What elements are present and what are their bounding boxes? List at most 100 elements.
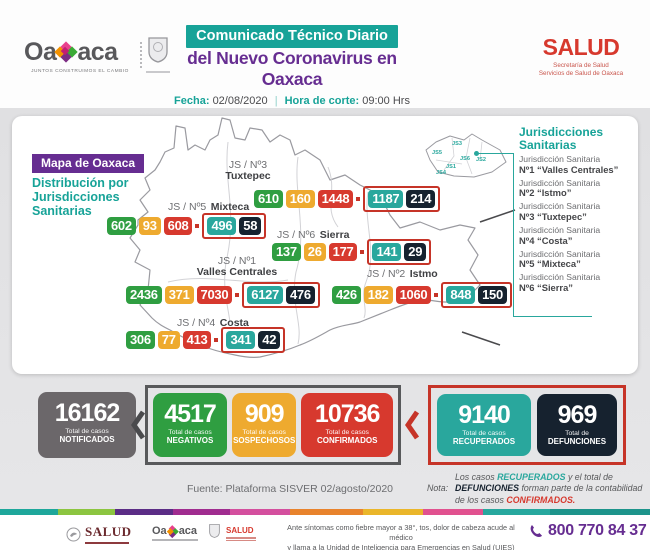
- highlight-group: 6127 476: [242, 282, 320, 308]
- oaxaca-wordmark: Oa aca: [24, 38, 136, 67]
- jurisdiction-label-tuxtepec: JS / Nº3 Tuxtepec: [225, 159, 271, 183]
- phone-block: 800 770 84 37: [528, 522, 647, 540]
- header-divider: [140, 42, 142, 68]
- value-sospechosos: 26: [303, 243, 326, 261]
- value-sospechosos: 182: [363, 286, 393, 304]
- sidebar-title-line1: Jurisdicciones: [519, 125, 604, 139]
- salud-wordmark: SALUD: [542, 34, 620, 60]
- sidebar-title: Jurisdicciones Sanitarias: [519, 125, 604, 153]
- report-title-block: Comunicado Técnico Diario del Nuevo Coro…: [162, 25, 422, 107]
- jurisdiction-values-costa: 306 77 413 341 42: [126, 327, 286, 353]
- map-subtitle-line3: Sanitarias: [32, 204, 92, 218]
- date-separator: |: [274, 95, 278, 107]
- value-negativos: 602: [107, 217, 136, 235]
- lab-results-frame: 4517 Total de casos NEGATIVOS 909 Total …: [145, 385, 401, 465]
- stat-defunciones: 969 Total de DEFUNCIONES: [537, 394, 617, 456]
- sidebar-title-line2: Sanitarias: [519, 138, 577, 153]
- value-recuperados: 496: [207, 217, 237, 235]
- eagle-icon: [66, 527, 81, 541]
- connector-dot-icon: [214, 338, 219, 342]
- salud-federal-logo: SALUD: [66, 524, 132, 544]
- value-defunciones: 42: [258, 331, 281, 349]
- value-recuperados: 341: [226, 331, 256, 349]
- inset-label-js3: JS3: [452, 141, 462, 147]
- value-negativos: 610: [254, 190, 283, 208]
- jurisdiction-label-sierra: JS / Nº6 Sierra: [277, 229, 350, 241]
- jurisdiction-values-sierra: 137 26 177 141 29: [272, 239, 432, 265]
- map-subtitle-line1: Distribución por: [32, 176, 129, 190]
- list-item: Jurisdicción Sanitaria Nº6 “Sierra”: [519, 272, 601, 293]
- note-text: Los casos RECUPERADOS y el total de DEFU…: [455, 472, 643, 505]
- value-confirmados: 7030: [196, 286, 233, 304]
- value-defunciones: 214: [406, 190, 436, 208]
- value-sospechosos: 77: [157, 331, 180, 349]
- jurisdiction-label-costa: JS / Nº4 Costa: [177, 317, 249, 329]
- stat-confirmados: 10736 Total de casos CONFIRMADOS: [301, 393, 393, 457]
- oaxaca-x-icon: [166, 525, 179, 538]
- source-line: Fuente: Plataforma SISVER 02/agosto/2020: [186, 483, 394, 495]
- value-confirmados: 1448: [317, 190, 354, 208]
- jurisdiction-values-valles-centrales: 2436 371 7030 6127 476: [126, 282, 320, 308]
- value-defunciones: 150: [478, 286, 507, 304]
- value-defunciones: 29: [404, 243, 427, 261]
- inset-label-js4: JS4: [436, 170, 446, 176]
- value-sospechosos: 371: [164, 286, 194, 304]
- oaxaca-logo: Oa aca JUNTOS CONSTRUIMOS EL CAMBIO: [24, 38, 136, 74]
- value-defunciones: 476: [286, 286, 315, 304]
- jurisdiction-values-mixteca: 602 93 608 496 58: [107, 213, 267, 239]
- stat-recuperados: 9140 Total de casos RECUPERADOS: [437, 394, 531, 456]
- connector-dot-icon: [195, 224, 200, 228]
- cutoff-value: 09:00 Hrs: [362, 95, 410, 107]
- highlight-group: 496 58: [202, 213, 267, 239]
- salud-subline1: Secretaría de Salud: [553, 62, 609, 69]
- value-confirmados: 1060: [395, 286, 432, 304]
- connector-dot-icon: [356, 197, 361, 201]
- connector-dot-icon: [235, 293, 240, 297]
- state-shield-small-icon: [208, 523, 221, 544]
- value-recuperados: 848: [446, 286, 476, 304]
- oaxaca-wordmark-right: aca: [77, 38, 118, 66]
- map-subtitle-line2: Jurisdicciones: [32, 190, 120, 204]
- list-item: Jurisdicción Sanitaria Nº5 “Mixteca”: [519, 248, 601, 270]
- stat-negativos: 4517 Total de casos NEGATIVOS: [153, 393, 228, 457]
- sidebar-jurisdiction-list: Jurisdicción Sanitaria Nº1 “Valles Centr…: [519, 154, 641, 297]
- value-defunciones: 58: [239, 217, 262, 235]
- salud-logo: SALUD Secretaría de Salud Servicios de S…: [522, 34, 640, 77]
- footer-bar: SALUD Oa aca SALUD: [0, 515, 650, 550]
- value-sospechosos: 93: [138, 217, 161, 235]
- value-confirmados: 177: [328, 243, 358, 261]
- connector-dot-icon: [434, 293, 439, 297]
- highlight-group: 341 42: [221, 327, 286, 353]
- chevron-left-icon: [130, 410, 146, 445]
- value-recuperados: 141: [372, 243, 402, 261]
- report-subtitle: del Nuevo Coronavirus en Oaxaca: [187, 48, 397, 89]
- connector-dot-icon: [474, 151, 479, 156]
- map-title-badge: Mapa de Oaxaca: [32, 154, 145, 173]
- value-negativos: 2436: [126, 286, 162, 304]
- oaxaca-mini-logo: Oa aca: [152, 525, 198, 541]
- connector-line-vertical: [513, 153, 514, 316]
- highlight-group: 848 150: [441, 282, 512, 308]
- value-sospechosos: 160: [285, 190, 315, 208]
- date-line: Fecha: 02/08/2020 | Hora de corte: 09:00…: [162, 95, 422, 107]
- inset-label-js2: JS2: [476, 157, 486, 163]
- list-item: Jurisdicción Sanitaria Nº3 “Tuxtepec”: [519, 201, 601, 222]
- stat-sospechosos: 909 Total de casos SOSPECHOSOS: [232, 393, 297, 457]
- date-value: 02/08/2020: [212, 95, 268, 107]
- list-item: Jurisdicción Sanitaria Nº4 “Costa”: [519, 224, 601, 246]
- salud-small-logo: SALUD: [226, 526, 256, 541]
- phone-icon: [530, 525, 542, 538]
- note-label: Nota:: [427, 483, 449, 493]
- list-item: Jurisdicción Sanitaria Nº2 “Istmo”: [519, 177, 601, 199]
- oaxaca-x-icon: [54, 41, 79, 63]
- stat-notificados: 16162 Total de casos NOTIFICADOS: [38, 392, 136, 458]
- date-label: Fecha:: [174, 95, 210, 107]
- outcomes-frame: 9140 Total de casos RECUPERADOS 969 Tota…: [428, 385, 626, 465]
- value-recuperados: 1187: [368, 190, 404, 208]
- inset-label-js6: JS6: [460, 156, 470, 162]
- jurisdiction-label-mixteca: JS / Nº5 Mixteca: [168, 201, 250, 213]
- map-subtitle: Distribución por Jurisdicciones Sanitari…: [32, 176, 152, 218]
- cutoff-label: Hora de corte:: [284, 95, 360, 107]
- report-title-badge: Comunicado Técnico Diario: [186, 25, 398, 48]
